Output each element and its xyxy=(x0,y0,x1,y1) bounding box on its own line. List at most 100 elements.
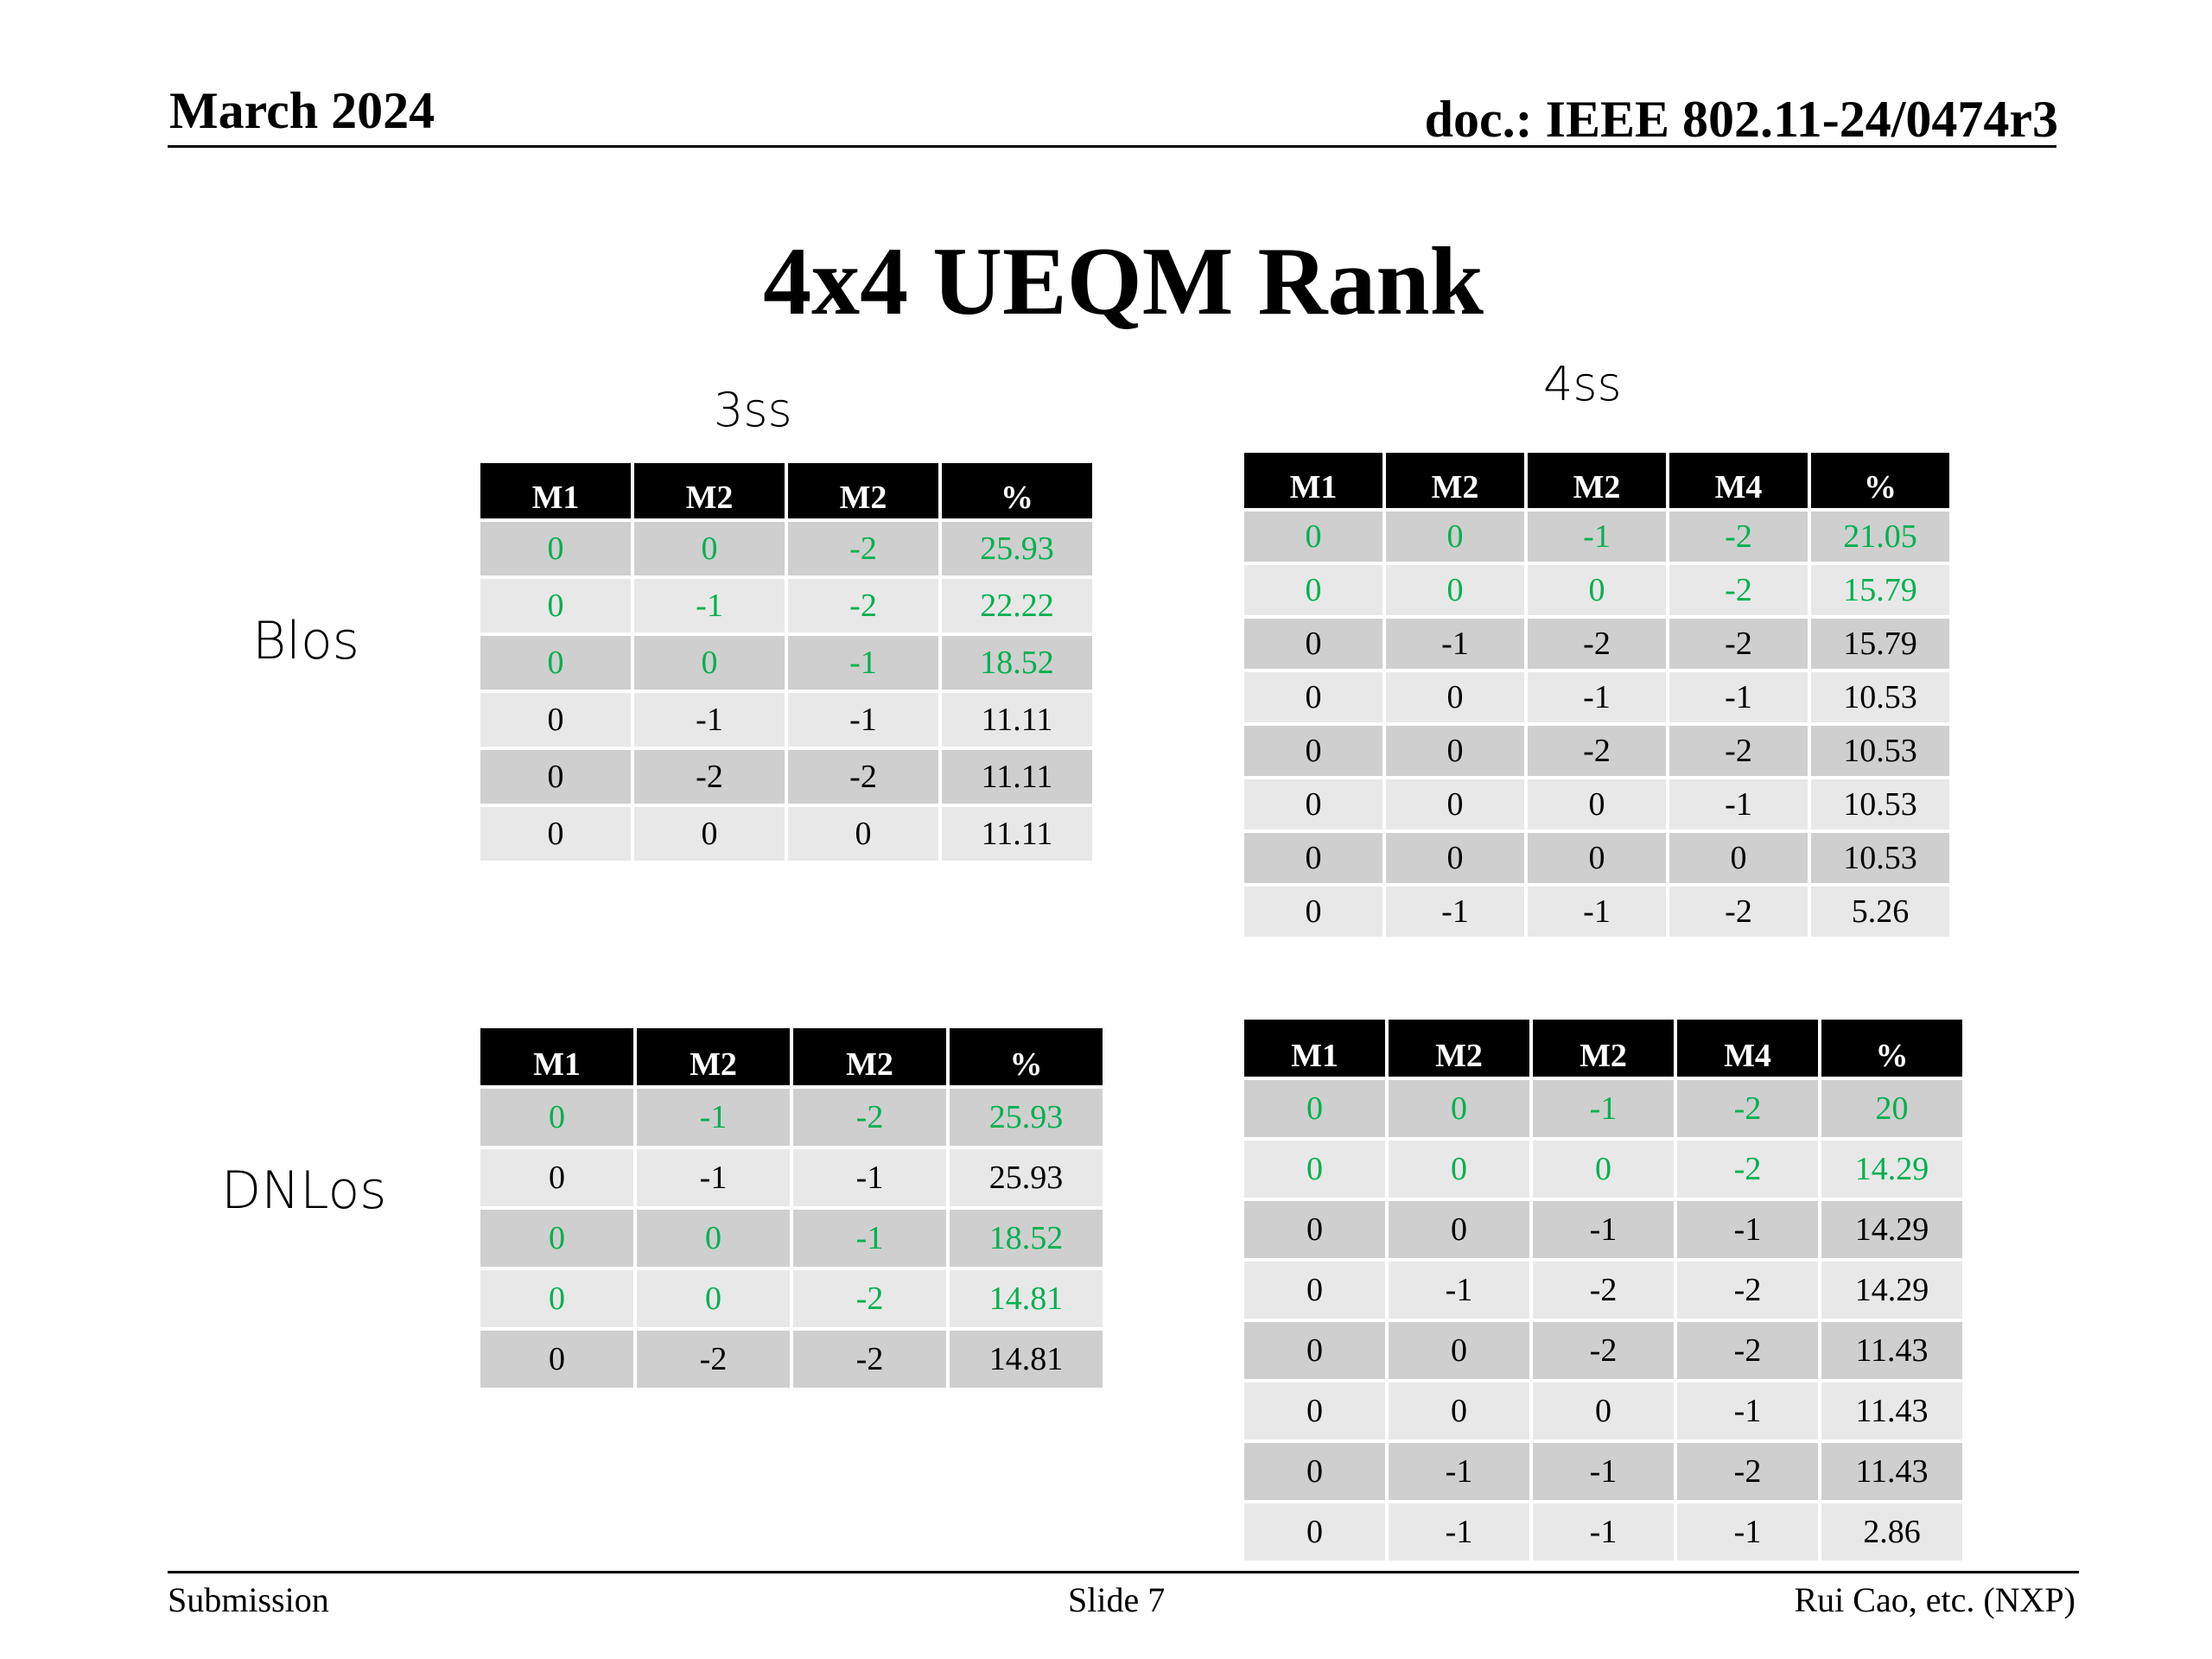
footer-submission: Submission xyxy=(168,1580,329,1619)
table-row: 0 0 -2 25.93 xyxy=(480,522,1092,575)
table-row: 0 0 0 11.11 xyxy=(480,807,1092,861)
table-row: 0 0 -2 -2 11.43 xyxy=(1244,1322,1962,1379)
table-row: 0 -1 -2 22.22 xyxy=(480,579,1092,632)
table-row: 0 0 0 -2 14.29 xyxy=(1244,1141,1962,1198)
column-header: % xyxy=(1821,1020,1962,1077)
table-cell: 2.86 xyxy=(1821,1503,1962,1560)
table-cell: 0 xyxy=(1386,565,1524,615)
table-cell: 15.79 xyxy=(1811,565,1949,615)
table-cell: 0 xyxy=(480,1149,633,1206)
table-cell: 20 xyxy=(1821,1080,1962,1137)
header-doc-id: doc.: IEEE 802.11-24/0474r3 xyxy=(1424,91,2058,148)
table-cell: 11.43 xyxy=(1821,1443,1962,1500)
table-cell: 0 xyxy=(1389,1080,1529,1137)
table-cell: 0 xyxy=(1386,512,1524,562)
table-cell: -2 xyxy=(1528,726,1666,776)
table-cell: 11.43 xyxy=(1821,1322,1962,1379)
header-date: March 2024 xyxy=(169,82,435,139)
table-cell: 25.93 xyxy=(950,1149,1103,1206)
table-cell: 0 xyxy=(634,807,785,861)
table-cell: -2 xyxy=(788,579,938,632)
table-cell: 0 xyxy=(1244,1080,1385,1137)
table-cell: -1 xyxy=(1677,1503,1818,1560)
table-cell: -2 xyxy=(634,750,785,804)
table-cell: 0 xyxy=(634,522,785,575)
footer-slide-number: Slide 7 xyxy=(1068,1580,1166,1619)
table-cell: 0 xyxy=(637,1210,790,1267)
table-blos-3ss: M1 M2 M2% 0 0 -2 25.93 0 -1 -2 22.22 0 0 -1 18.52 0 -1 -1… xyxy=(477,460,1096,864)
table-cell: -1 xyxy=(1528,512,1666,562)
table-cell: 0 xyxy=(1244,887,1382,937)
table-cell: -2 xyxy=(1669,619,1808,669)
table-cell: 0 xyxy=(1389,1382,1529,1440)
table-cell: -2 xyxy=(1677,1141,1818,1198)
label-dnlos: DNLos xyxy=(221,1160,387,1221)
table-cell: 21.05 xyxy=(1811,512,1949,562)
table-cell: 11.11 xyxy=(942,807,1092,861)
column-header: M1 xyxy=(1244,1020,1385,1077)
table-cell: -1 xyxy=(1386,887,1524,937)
table-cell: 5.26 xyxy=(1811,887,1949,937)
table-row: 0 0 -1 -1 10.53 xyxy=(1244,672,1949,722)
table-cell: 11.11 xyxy=(942,693,1092,747)
table-cell: -1 xyxy=(637,1149,790,1206)
table-row: 0 -2 -2 14.81 xyxy=(480,1331,1103,1388)
table-row: 0 -1 -2 -2 14.29 xyxy=(1244,1262,1962,1319)
table-cell: -1 xyxy=(1677,1201,1818,1258)
table-cell: -1 xyxy=(793,1149,946,1206)
column-header: M1 xyxy=(480,1028,633,1085)
table-cell: 0 xyxy=(1244,833,1382,883)
column-header: M2 xyxy=(788,463,938,518)
table-cell: 0 xyxy=(1244,565,1382,615)
column-header: M4 xyxy=(1677,1020,1818,1077)
table-cell: 0 xyxy=(1389,1141,1529,1198)
column-header: M2 xyxy=(793,1028,946,1085)
table-row: 0 0 -1 -1 14.29 xyxy=(1244,1201,1962,1258)
table-row: 0 -1 -2 -2 15.79 xyxy=(1244,619,1949,669)
table-cell: 22.22 xyxy=(942,579,1092,632)
column-header: M2 xyxy=(1386,453,1524,508)
table-cell: 10.53 xyxy=(1811,672,1949,722)
table-cell: 0 xyxy=(1533,1382,1674,1440)
table-row: 0 -1 -1 -2 11.43 xyxy=(1244,1443,1962,1500)
table-row: 0 -1 -2 25.93 xyxy=(480,1089,1103,1146)
table-row: 0 0 -1 18.52 xyxy=(480,1210,1103,1267)
table-cell: -1 xyxy=(637,1089,790,1146)
column-header: M2 xyxy=(1528,453,1666,508)
table-cell: 15.79 xyxy=(1811,619,1949,669)
table-row: 0 -2 -2 11.11 xyxy=(480,750,1092,804)
table-row: 0 -1 -1 25.93 xyxy=(480,1149,1103,1206)
table-cell: -2 xyxy=(793,1331,946,1388)
table-cell: 11.11 xyxy=(942,750,1092,804)
table-cell: -1 xyxy=(1669,672,1808,722)
column-header: M1 xyxy=(480,463,631,518)
column-header: M4 xyxy=(1669,453,1808,508)
table-cell: -1 xyxy=(788,693,938,747)
table-cell: 0 xyxy=(480,522,631,575)
table-cell: -2 xyxy=(1669,512,1808,562)
table-cell: -2 xyxy=(1669,726,1808,776)
column-header: M2 xyxy=(634,463,785,518)
table-header-row: M1 M2 M2% xyxy=(480,1028,1103,1085)
table-cell: -2 xyxy=(788,522,938,575)
table-cell: 0 xyxy=(480,579,631,632)
table-row: 0 0 0 -2 15.79 xyxy=(1244,565,1949,615)
table-dnlos-3ss: M1 M2 M2% 0 -1 -2 25.93 0 -1 -1 25.93 0 0 -1 18.52 0 0 -2… xyxy=(477,1025,1106,1391)
column-header: M2 xyxy=(637,1028,790,1085)
table-cell: 0 xyxy=(480,1210,633,1267)
table-cell: -2 xyxy=(637,1331,790,1388)
table-cell: -2 xyxy=(1528,619,1666,669)
table-cell: 0 xyxy=(1386,779,1524,830)
table-cell: -1 xyxy=(1533,1080,1674,1137)
table-cell: -1 xyxy=(1389,1262,1529,1319)
table-cell: 14.29 xyxy=(1821,1262,1962,1319)
table-cell: 0 xyxy=(1386,833,1524,883)
table-cell: -1 xyxy=(1528,672,1666,722)
table-row: 0 -1 -1 -2 5.26 xyxy=(1244,887,1949,937)
column-header: M2 xyxy=(1389,1020,1529,1077)
table-cell: -2 xyxy=(1533,1262,1674,1319)
table-header-row: M1 M2 M2 M4% xyxy=(1244,453,1949,508)
table-cell: 0 xyxy=(1528,833,1666,883)
table-cell: 25.93 xyxy=(950,1089,1103,1146)
table-cell: 0 xyxy=(480,750,631,804)
